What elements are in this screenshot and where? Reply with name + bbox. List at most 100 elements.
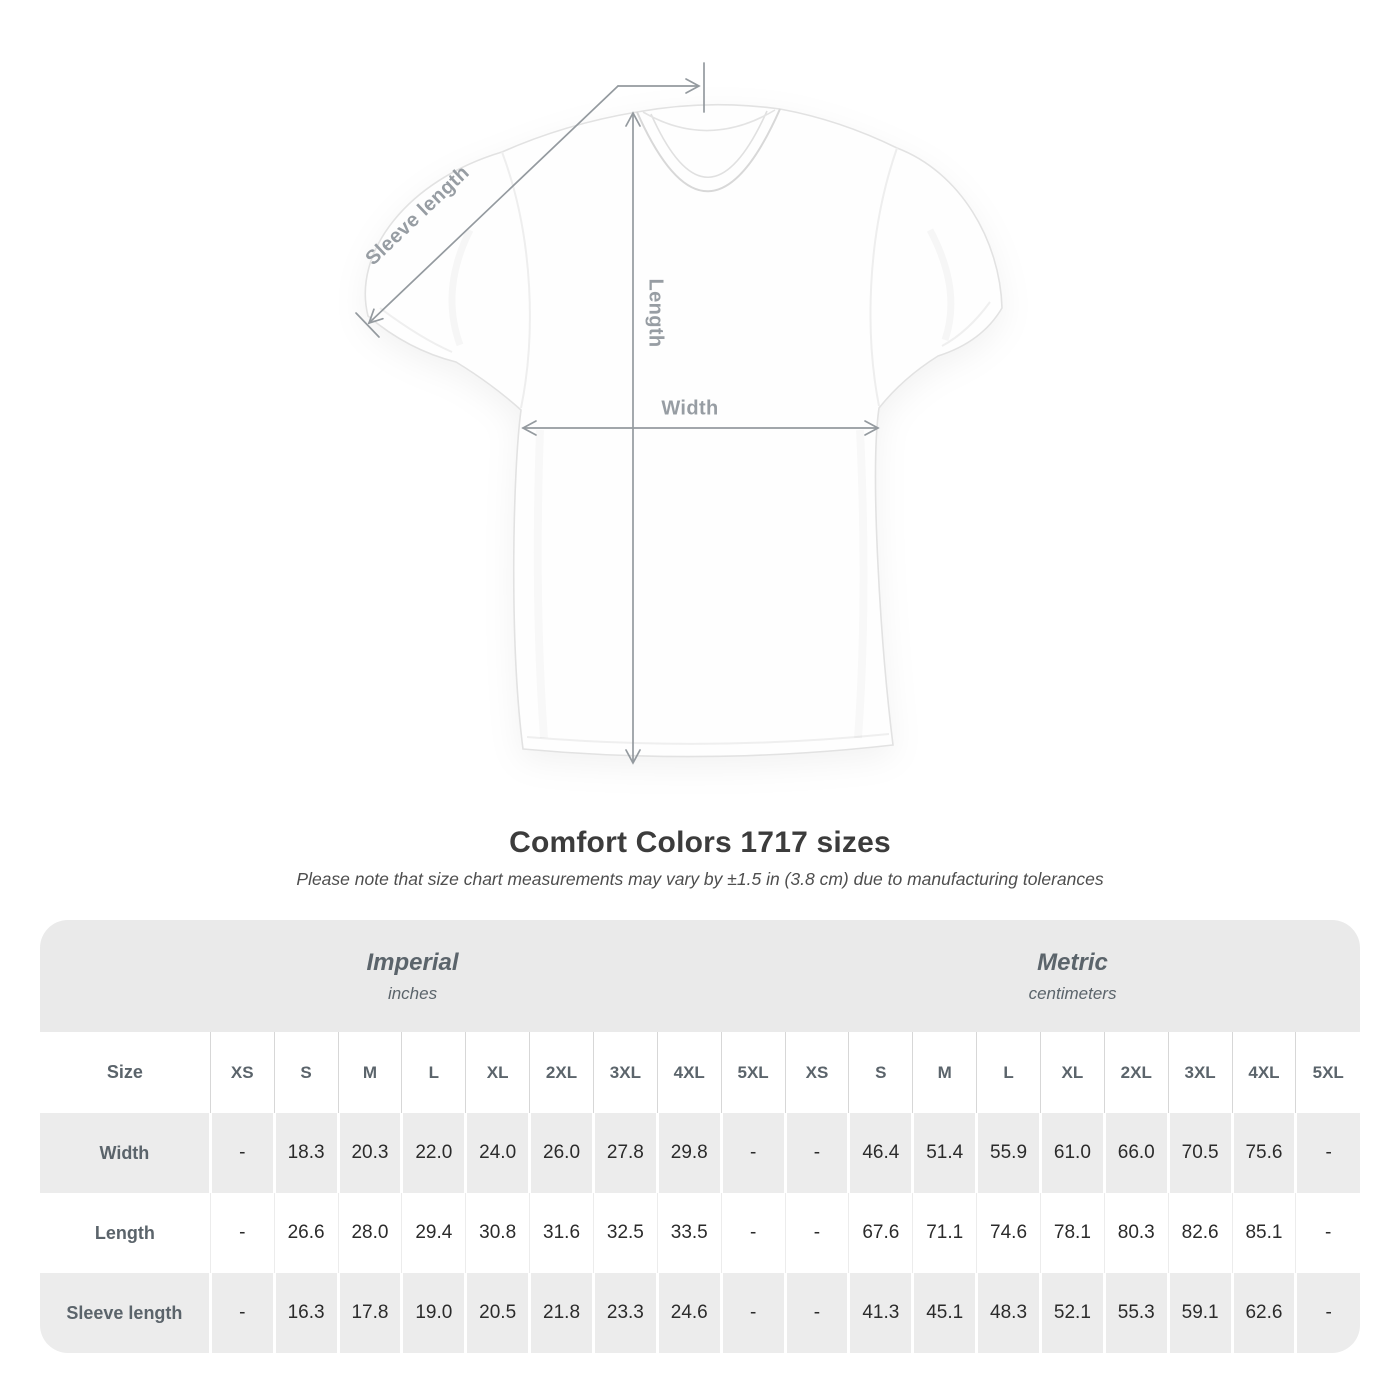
measurement-row: Sleeve length -16.3 17.8 19.0 20.5 21.8 23.3 24…	[40, 1273, 1360, 1353]
size-value-cell: -	[784, 1193, 849, 1273]
size-value-cell: 20.3	[336, 1113, 402, 1193]
size-value-cell: -	[209, 1193, 275, 1273]
size-col-header: XS	[209, 1032, 275, 1113]
size-value-cell: -	[783, 1113, 849, 1193]
size-value-cell: 16.3	[272, 1273, 339, 1353]
size-value-cell: 22.0	[400, 1113, 466, 1193]
size-value-cell: -	[719, 1273, 786, 1353]
tshirt-body	[364, 103, 1003, 758]
size-value-cell: 51.4	[911, 1113, 977, 1193]
size-value-cell: 61.0	[1038, 1113, 1105, 1193]
imperial-sublabel: inches	[387, 983, 438, 1003]
row-label: Sleeve length	[40, 1273, 211, 1353]
size-value-cell: 66.0	[1102, 1113, 1169, 1193]
measurement-row: Length -26.6 28.0 29.4 30.8 31.6 32.5 33.5- -67.…	[40, 1193, 1360, 1273]
size-col-header: M	[337, 1032, 402, 1113]
tolerance-note: Please note that size chart measurements…	[296, 869, 1104, 889]
size-value-cell: 28.0	[337, 1193, 402, 1273]
row-label: Width	[40, 1113, 211, 1193]
size-value-cell: -	[1294, 1273, 1360, 1353]
size-col-header: 5XL	[720, 1032, 786, 1113]
size-col-header: XL	[1039, 1032, 1105, 1113]
page-title: Comfort Colors 1717 sizes	[509, 826, 891, 859]
size-value-cell: -	[783, 1273, 849, 1353]
size-col-header: 5XL	[1295, 1032, 1360, 1113]
size-col-header: 2XL	[1103, 1032, 1169, 1113]
size-value-cell: 26.0	[528, 1113, 594, 1193]
size-value-cell: 24.6	[655, 1273, 722, 1353]
size-value-cell: 62.6	[1230, 1273, 1296, 1353]
measurement-row: Width -18.3 20.3 22.0 24.0 26.0 27.8 29.8- -46.4…	[40, 1113, 1360, 1193]
size-value-cell: -	[720, 1193, 786, 1273]
size-value-cell: 46.4	[847, 1113, 913, 1193]
size-value-cell: 21.8	[528, 1273, 594, 1353]
size-value-cell: 55.9	[975, 1113, 1041, 1193]
size-value-cell: 59.1	[1166, 1273, 1233, 1353]
size-value-cell: -	[1295, 1193, 1360, 1273]
size-value-cell: 33.5	[656, 1193, 722, 1273]
size-value-cell: 67.6	[848, 1193, 913, 1273]
size-col-header: M	[912, 1032, 977, 1113]
size-value-cell: -	[1294, 1113, 1360, 1193]
size-col-header: 3XL	[1167, 1032, 1233, 1113]
size-value-cell: -	[208, 1113, 275, 1193]
size-value-cell: 80.3	[1103, 1193, 1169, 1273]
imperial-label: Imperial	[366, 948, 459, 976]
size-table-body: Width -18.3 20.3 22.0 24.0 26.0 27.8 29.8- -46.4…	[40, 1113, 1360, 1353]
size-value-cell: 75.6	[1230, 1113, 1296, 1193]
size-col-header: 4XL	[1231, 1032, 1296, 1113]
metric-label: Metric	[1037, 948, 1108, 976]
size-value-cell: 18.3	[272, 1113, 339, 1193]
size-value-cell: 27.8	[591, 1113, 658, 1193]
size-value-cell: 23.3	[591, 1273, 658, 1353]
size-col-header: L	[401, 1032, 466, 1113]
size-value-cell: -	[719, 1113, 786, 1193]
size-value-cell: 26.6	[273, 1193, 339, 1273]
unit-band-row: Imperial inches Metric centimeters	[40, 920, 1360, 1032]
imperial-header: Imperial inches	[40, 920, 786, 1032]
size-value-cell: 55.3	[1102, 1273, 1169, 1353]
tshirt-graphic	[355, 62, 1003, 765]
size-table: Imperial inches Metric centimeters Size …	[40, 920, 1360, 1353]
metric-sublabel: centimeters	[1028, 983, 1117, 1003]
width-label: Width	[661, 397, 719, 420]
size-value-cell: 71.1	[912, 1193, 977, 1273]
sleeve-length-arrow	[355, 62, 705, 338]
length-label: Length	[644, 278, 667, 348]
size-col-header: S	[848, 1032, 913, 1113]
size-value-cell: 45.1	[911, 1273, 977, 1353]
size-col-header: L	[976, 1032, 1041, 1113]
metric-header: Metric centimeters	[785, 920, 1360, 1032]
size-col-header: XS	[784, 1032, 849, 1113]
size-value-cell: 78.1	[1039, 1193, 1105, 1273]
size-value-cell: 17.8	[336, 1273, 402, 1353]
size-value-cell: 82.6	[1167, 1193, 1233, 1273]
size-value-cell: 29.8	[655, 1113, 722, 1193]
size-col-header: S	[273, 1032, 339, 1113]
size-value-cell: 32.5	[592, 1193, 658, 1273]
size-value-cell: 20.5	[464, 1273, 530, 1353]
size-col-header: 2XL	[529, 1032, 594, 1113]
size-value-cell: 41.3	[847, 1273, 913, 1353]
size-value-cell: 24.0	[464, 1113, 530, 1193]
size-value-cell: 19.0	[400, 1273, 466, 1353]
size-col-header: XL	[465, 1032, 530, 1113]
size-col-header: 4XL	[656, 1032, 722, 1113]
tshirt-measurement-diagram: Sleeve length Length Width	[355, 62, 1003, 765]
length-arrow	[625, 111, 641, 765]
size-value-cell: 52.1	[1038, 1273, 1105, 1353]
size-value-cell: 30.8	[465, 1193, 530, 1273]
size-value-cell: 85.1	[1231, 1193, 1296, 1273]
size-value-cell: 29.4	[401, 1193, 466, 1273]
size-col-header: 3XL	[592, 1032, 658, 1113]
size-column-label: Size	[40, 1032, 211, 1113]
size-header-row: Size XS S M L XL 2XL 3XL 4XL 5XL XS S M L XL 2XL 3XL 4XL…	[40, 1032, 1360, 1113]
width-arrow	[521, 420, 880, 436]
size-value-cell: 74.6	[976, 1193, 1041, 1273]
size-value-cell: 48.3	[975, 1273, 1041, 1353]
size-value-cell: -	[208, 1273, 275, 1353]
row-label: Length	[40, 1193, 211, 1273]
size-value-cell: 31.6	[529, 1193, 594, 1273]
size-value-cell: 70.5	[1166, 1113, 1233, 1193]
tshirt-seams	[379, 108, 991, 745]
